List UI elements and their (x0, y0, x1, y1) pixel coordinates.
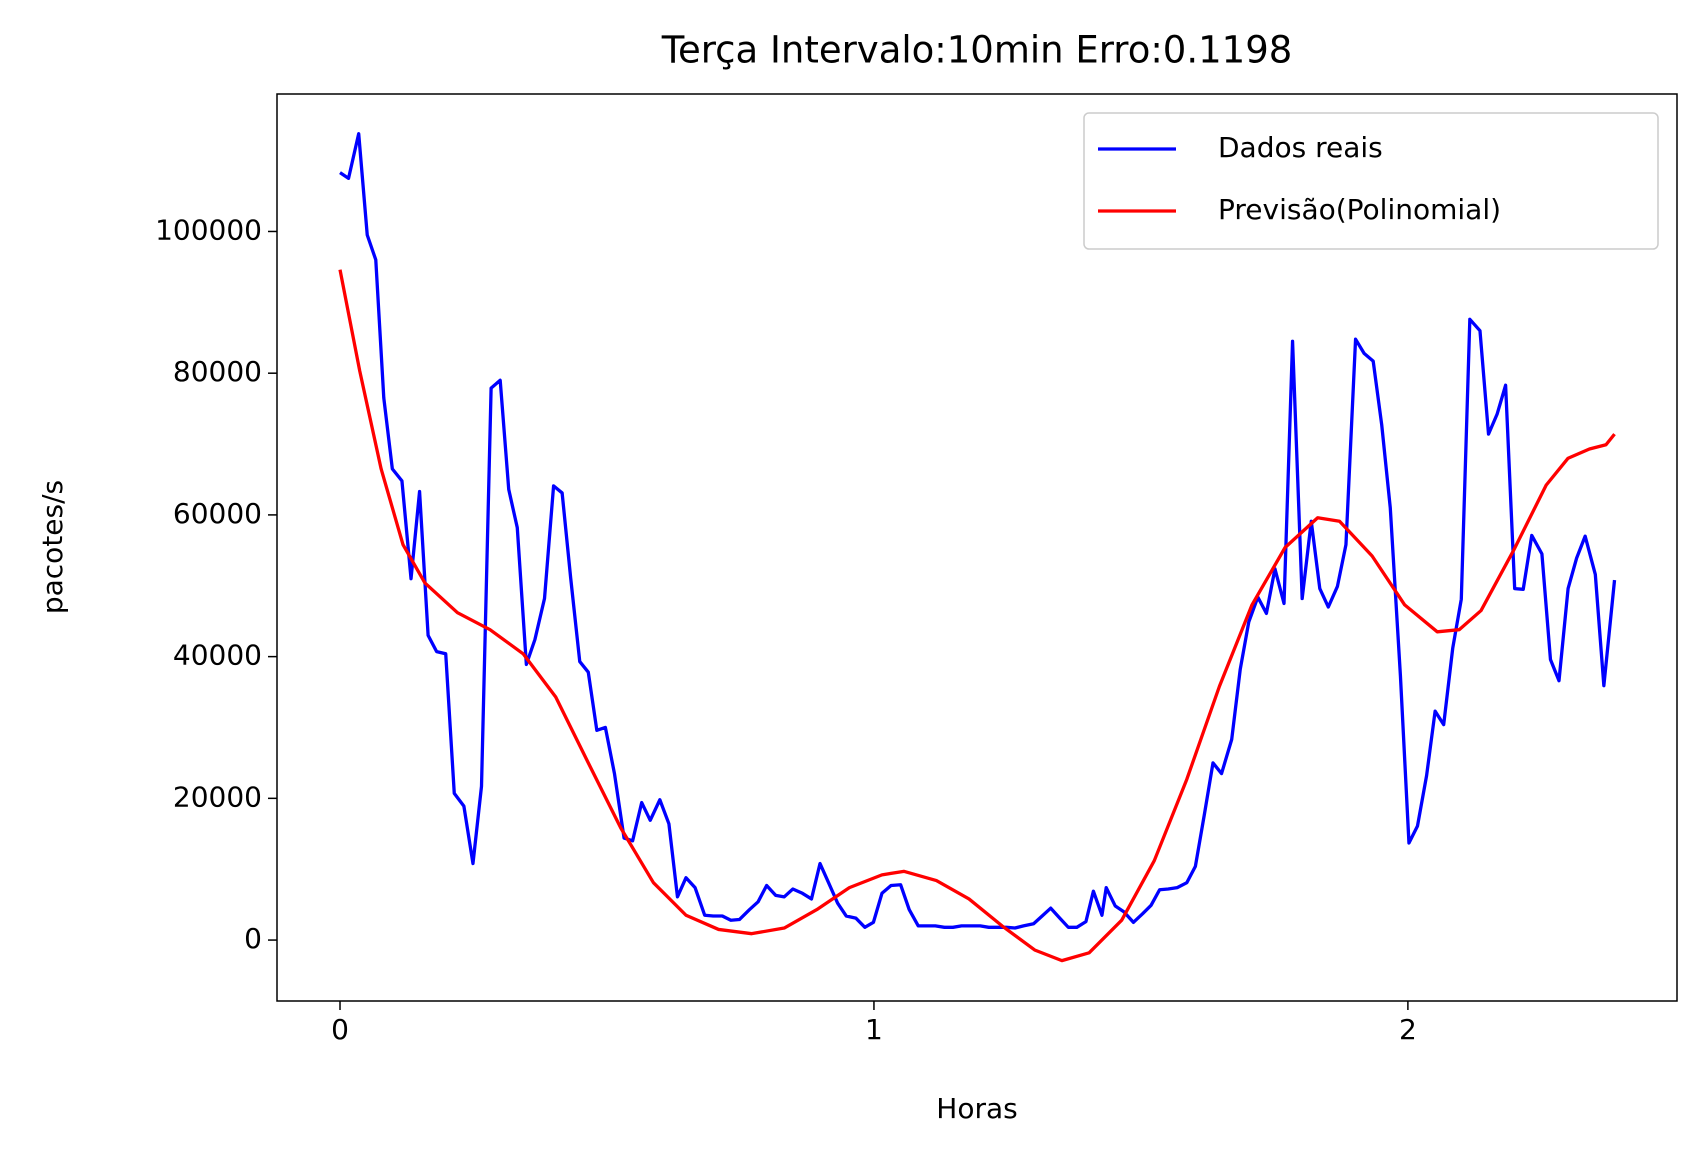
data-line (338, 269, 1616, 963)
y-axis-label: pacotes/s (36, 480, 69, 614)
x-tick-label: 1 (865, 1013, 883, 1046)
y-tick-label: 40000 (173, 639, 262, 672)
legend-label: Previsão(Polinomial) (1218, 193, 1501, 226)
x-tick-label: 0 (331, 1013, 349, 1046)
legend-box (1083, 112, 1659, 250)
y-tick-label: 20000 (173, 780, 262, 813)
chart-title: Terça Intervalo:10min Erro:0.1198 (661, 29, 1293, 72)
x-axis-label: Horas (936, 1092, 1017, 1125)
y-tick-label: 0 (244, 922, 262, 955)
y-tick-label: 100000 (155, 213, 262, 246)
plot-frame (276, 93, 1678, 1002)
legend: Dados reais Previsão(Polinomial) (1083, 112, 1659, 250)
x-tick-label: 2 (1399, 1013, 1417, 1046)
data-line (339, 132, 1617, 930)
y-tick-label: 60000 (173, 497, 262, 530)
legend-label: Dados reais (1218, 131, 1383, 164)
y-tick-label: 80000 (173, 355, 262, 388)
